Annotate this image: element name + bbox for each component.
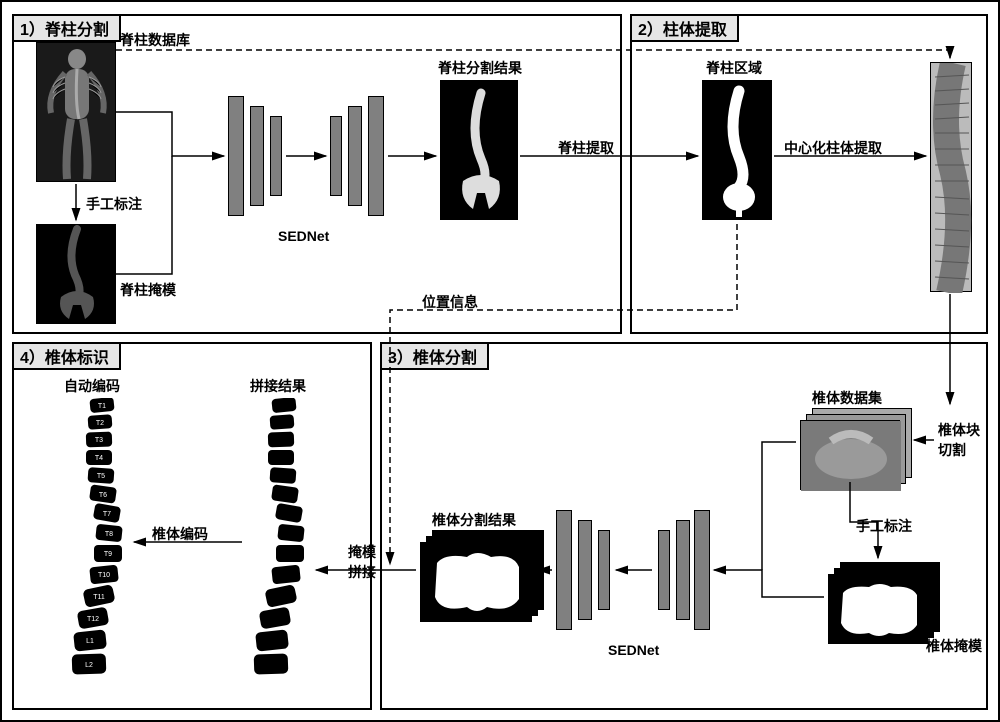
- arrow-overlay: [2, 2, 998, 720]
- diagram-root: 1）脊柱分割 2）柱体提取 3）椎体分割 4）椎体标识: [0, 0, 1000, 722]
